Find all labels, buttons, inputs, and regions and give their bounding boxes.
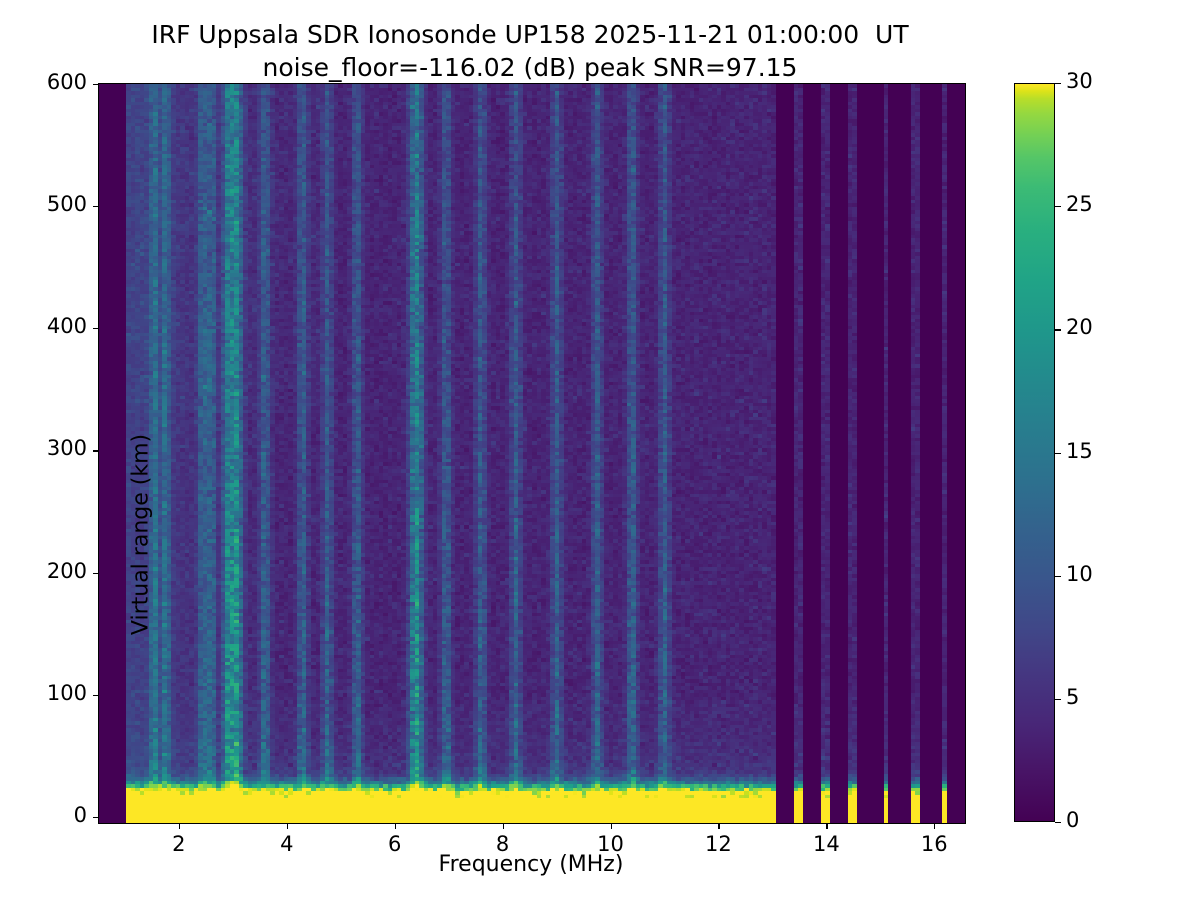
- colorbar-tick-mark: [1055, 83, 1061, 85]
- y-tick-mark: [93, 572, 98, 574]
- y-tick-mark: [93, 694, 98, 696]
- figure-title-line-2: noise_floor=-116.02 (dB) peak SNR=97.15: [262, 53, 798, 82]
- x-tick-label: 8: [495, 832, 510, 856]
- ionogram-plot-area[interactable]: 2 4 6 8 10 12 14 16 0 100 200 300 400 500 600 Virtual…: [47, 70, 966, 856]
- x-tick-label: 6: [387, 832, 402, 856]
- x-tick-mark: [286, 824, 288, 829]
- x-tick-mark: [394, 824, 396, 829]
- colorbar-tick-label: 0: [1066, 808, 1080, 832]
- figure-title: IRF Uppsala SDR Ionosonde UP158 2025-11-…: [0, 18, 1060, 84]
- colorbar-tick-mark: [1055, 206, 1061, 208]
- y-tick-label: 600: [46, 70, 87, 94]
- y-axis-label: Virtual range (km): [128, 433, 154, 636]
- colorbar-tick-label: 30: [1066, 69, 1093, 93]
- colorbar-tick-label: 20: [1066, 315, 1093, 340]
- x-tick-mark: [178, 824, 181, 829]
- colorbar-tick-mark: [1055, 698, 1061, 701]
- colorbar-tick-mark: [1055, 452, 1061, 454]
- y-tick-label: 100: [46, 680, 87, 705]
- x-tick-mark: [826, 824, 828, 829]
- x-tick-label: 2: [172, 832, 186, 856]
- y-tick-mark: [93, 450, 98, 452]
- y-tick-label: 400: [46, 314, 87, 339]
- x-tick-label: 14: [812, 832, 840, 856]
- y-tick-label: 300: [46, 436, 87, 461]
- x-tick-mark: [502, 824, 504, 829]
- x-tick-label: 16: [920, 832, 948, 856]
- y-tick-label: 500: [46, 192, 87, 217]
- colorbar-tick-mark: [1055, 575, 1061, 577]
- x-tick-label: 12: [705, 832, 732, 856]
- colorbar-tick-mark: [1055, 822, 1061, 824]
- colorbar-tick-label: 15: [1066, 438, 1093, 463]
- x-tick-label: 4: [280, 832, 294, 856]
- colorbar-tick-label: 10: [1066, 561, 1093, 586]
- colorbar-tick-mark: [1055, 329, 1061, 331]
- y-tick-mark: [93, 206, 98, 208]
- colorbar-tick-label: 5: [1066, 684, 1080, 709]
- x-tick-mark: [934, 824, 936, 829]
- y-tick-mark: [93, 328, 98, 330]
- colorbar-gradient: [1014, 83, 1055, 822]
- x-axis-label: Frequency (MHz): [438, 852, 624, 877]
- colorbar-tick-label: 25: [1066, 192, 1093, 217]
- y-tick-mark: [93, 816, 98, 819]
- y-tick-label: 0: [73, 802, 87, 827]
- ionogram-heatmap-canvas[interactable]: [99, 84, 965, 823]
- x-tick-mark: [610, 824, 612, 829]
- x-tick-mark: [718, 824, 720, 829]
- figure-title-line-1: IRF Uppsala SDR Ionosonde UP158 2025-11-…: [151, 20, 909, 49]
- y-tick-mark: [93, 84, 98, 86]
- x-tick-label: 10: [597, 832, 624, 856]
- y-tick-label: 200: [46, 558, 87, 583]
